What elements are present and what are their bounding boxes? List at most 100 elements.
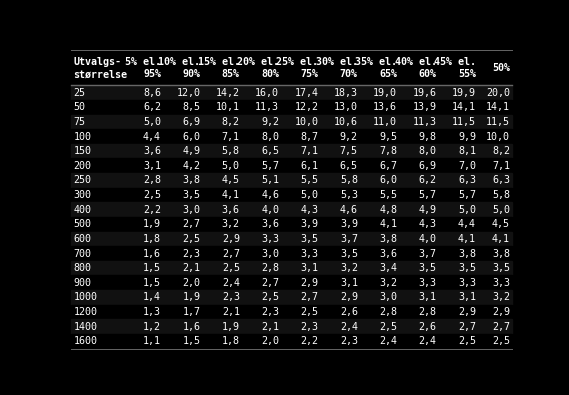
Text: 3,9: 3,9 — [300, 219, 319, 229]
Text: 5,5: 5,5 — [379, 190, 397, 200]
Text: 4,5: 4,5 — [222, 175, 240, 185]
Text: 5,3: 5,3 — [340, 190, 358, 200]
Text: 3,3: 3,3 — [419, 278, 436, 288]
Text: 12,0: 12,0 — [176, 88, 200, 98]
Text: 35% el.
65%: 35% el. 65% — [355, 57, 397, 79]
Text: 3,3: 3,3 — [492, 278, 510, 288]
Text: 3,1: 3,1 — [340, 278, 358, 288]
Text: 2,5: 2,5 — [222, 263, 240, 273]
Text: 3,1: 3,1 — [458, 292, 476, 302]
Text: 1400: 1400 — [73, 322, 97, 331]
Bar — [71, 158, 512, 173]
Text: 4,6: 4,6 — [261, 190, 279, 200]
Text: 11,0: 11,0 — [373, 117, 397, 127]
Text: 7,5: 7,5 — [340, 146, 358, 156]
Text: 3,0: 3,0 — [261, 248, 279, 258]
Text: 3,5: 3,5 — [183, 190, 200, 200]
Text: 1,8: 1,8 — [222, 336, 240, 346]
Text: 6,3: 6,3 — [492, 175, 510, 185]
Text: 2,8: 2,8 — [419, 307, 436, 317]
Text: 3,2: 3,2 — [492, 292, 510, 302]
Text: 3,3: 3,3 — [458, 278, 476, 288]
Text: 1,3: 1,3 — [143, 307, 161, 317]
Text: 19,9: 19,9 — [452, 88, 476, 98]
Text: 2,1: 2,1 — [183, 263, 200, 273]
Text: 5,5: 5,5 — [300, 175, 319, 185]
Text: 2,9: 2,9 — [458, 307, 476, 317]
Text: 3,8: 3,8 — [379, 234, 397, 244]
Bar — [71, 188, 512, 202]
Text: 3,9: 3,9 — [340, 219, 358, 229]
Text: 700: 700 — [73, 248, 92, 258]
Text: 30% el.
70%: 30% el. 70% — [316, 57, 358, 79]
Text: 3,1: 3,1 — [419, 292, 436, 302]
Text: 7,1: 7,1 — [300, 146, 319, 156]
Bar — [71, 129, 512, 144]
Text: 50: 50 — [73, 102, 85, 112]
Text: 1,7: 1,7 — [183, 307, 200, 317]
Text: 2,2: 2,2 — [143, 205, 161, 214]
Text: 1,1: 1,1 — [143, 336, 161, 346]
Text: 2,7: 2,7 — [458, 322, 476, 331]
Text: 2,3: 2,3 — [261, 307, 279, 317]
Text: 2,5: 2,5 — [261, 292, 279, 302]
Text: 4,3: 4,3 — [300, 205, 319, 214]
Text: 4,9: 4,9 — [419, 205, 436, 214]
Text: 3,8: 3,8 — [492, 248, 510, 258]
Text: 10,1: 10,1 — [216, 102, 240, 112]
Text: 1,5: 1,5 — [143, 278, 161, 288]
Text: 8,0: 8,0 — [419, 146, 436, 156]
Text: 7,1: 7,1 — [492, 161, 510, 171]
Text: 13,9: 13,9 — [413, 102, 436, 112]
Text: 3,7: 3,7 — [419, 248, 436, 258]
Text: 18,3: 18,3 — [334, 88, 358, 98]
Text: 2,1: 2,1 — [222, 307, 240, 317]
Text: 6,0: 6,0 — [183, 132, 200, 141]
Text: 6,7: 6,7 — [379, 161, 397, 171]
Text: 2,4: 2,4 — [340, 322, 358, 331]
Text: 1000: 1000 — [73, 292, 97, 302]
Text: 900: 900 — [73, 278, 92, 288]
Text: 1600: 1600 — [73, 336, 97, 346]
Text: 2,8: 2,8 — [261, 263, 279, 273]
Text: 6,1: 6,1 — [300, 161, 319, 171]
Text: 2,7: 2,7 — [300, 292, 319, 302]
Text: 11,3: 11,3 — [413, 117, 436, 127]
Bar — [71, 100, 512, 115]
Text: 250: 250 — [73, 175, 92, 185]
Text: 10,0: 10,0 — [295, 117, 319, 127]
Text: 5,0: 5,0 — [492, 205, 510, 214]
Text: 19,6: 19,6 — [413, 88, 436, 98]
Text: 11,3: 11,3 — [255, 102, 279, 112]
Text: 4,1: 4,1 — [379, 219, 397, 229]
Text: 6,2: 6,2 — [419, 175, 436, 185]
Text: 3,1: 3,1 — [300, 263, 319, 273]
Text: 6,5: 6,5 — [261, 146, 279, 156]
Text: 1,6: 1,6 — [143, 248, 161, 258]
Text: 15% el.
85%: 15% el. 85% — [198, 57, 240, 79]
Text: 5,8: 5,8 — [340, 175, 358, 185]
Text: 50%: 50% — [492, 63, 510, 73]
Text: 2,9: 2,9 — [340, 292, 358, 302]
Text: 2,0: 2,0 — [261, 336, 279, 346]
Text: 1,4: 1,4 — [143, 292, 161, 302]
Text: 3,8: 3,8 — [183, 175, 200, 185]
Text: 4,9: 4,9 — [183, 146, 200, 156]
Text: 19,0: 19,0 — [373, 88, 397, 98]
Bar — [71, 173, 512, 188]
Bar — [71, 115, 512, 129]
Text: 2,8: 2,8 — [379, 307, 397, 317]
Text: 2,3: 2,3 — [183, 248, 200, 258]
Text: 7,1: 7,1 — [222, 132, 240, 141]
Text: 2,3: 2,3 — [340, 336, 358, 346]
Text: 10% el.
90%: 10% el. 90% — [158, 57, 200, 79]
Text: 400: 400 — [73, 205, 92, 214]
Text: 600: 600 — [73, 234, 92, 244]
Text: 150: 150 — [73, 146, 92, 156]
Text: 10,6: 10,6 — [334, 117, 358, 127]
Text: 8,2: 8,2 — [222, 117, 240, 127]
Text: 3,2: 3,2 — [222, 219, 240, 229]
Bar — [71, 305, 512, 319]
Text: 2,4: 2,4 — [379, 336, 397, 346]
Text: 3,7: 3,7 — [340, 234, 358, 244]
